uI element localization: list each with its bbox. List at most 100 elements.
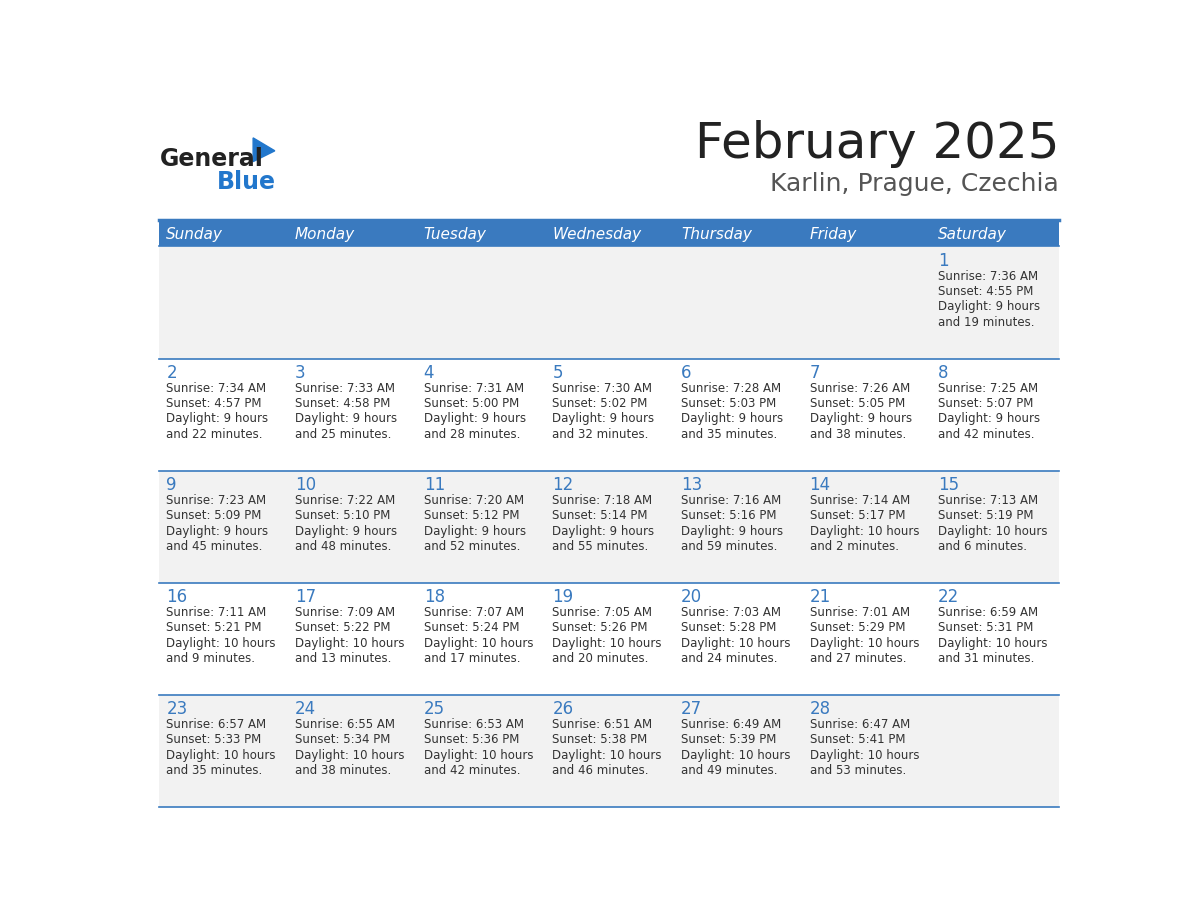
Bar [158, 695, 1060, 807]
Text: and 19 minutes.: and 19 minutes. [939, 316, 1035, 329]
Text: 18: 18 [424, 588, 444, 606]
Text: Sunrise: 7:20 AM: Sunrise: 7:20 AM [424, 494, 524, 507]
Text: 20: 20 [681, 588, 702, 606]
Text: Sunrise: 7:36 AM: Sunrise: 7:36 AM [939, 270, 1038, 283]
Text: February 2025: February 2025 [695, 120, 1060, 168]
Text: and 32 minutes.: and 32 minutes. [552, 428, 649, 441]
Text: 6: 6 [681, 364, 691, 382]
Text: Monday: Monday [295, 227, 355, 241]
Bar [158, 359, 1060, 471]
Text: Daylight: 10 hours: Daylight: 10 hours [552, 749, 662, 762]
Text: Sunset: 5:00 PM: Sunset: 5:00 PM [424, 397, 519, 410]
Text: and 45 minutes.: and 45 minutes. [166, 540, 263, 553]
Text: Sunset: 5:19 PM: Sunset: 5:19 PM [939, 509, 1034, 522]
Text: Daylight: 10 hours: Daylight: 10 hours [166, 749, 276, 762]
Text: 10: 10 [295, 476, 316, 494]
Text: Daylight: 9 hours: Daylight: 9 hours [552, 412, 655, 425]
Text: Daylight: 9 hours: Daylight: 9 hours [552, 524, 655, 538]
Text: Sunrise: 6:55 AM: Sunrise: 6:55 AM [295, 718, 394, 731]
Text: 12: 12 [552, 476, 574, 494]
Text: 16: 16 [166, 588, 188, 606]
Text: Daylight: 9 hours: Daylight: 9 hours [424, 524, 526, 538]
Text: Daylight: 9 hours: Daylight: 9 hours [295, 412, 397, 425]
Text: 15: 15 [939, 476, 960, 494]
Text: 19: 19 [552, 588, 574, 606]
Text: Daylight: 10 hours: Daylight: 10 hours [424, 637, 533, 650]
Text: Sunset: 5:02 PM: Sunset: 5:02 PM [552, 397, 647, 410]
Text: Daylight: 10 hours: Daylight: 10 hours [681, 749, 790, 762]
Text: Sunrise: 7:25 AM: Sunrise: 7:25 AM [939, 382, 1038, 395]
Text: Wednesday: Wednesday [552, 227, 642, 241]
Text: Daylight: 10 hours: Daylight: 10 hours [424, 749, 533, 762]
Text: 8: 8 [939, 364, 949, 382]
Text: 25: 25 [424, 700, 444, 718]
Text: and 46 minutes.: and 46 minutes. [552, 764, 649, 778]
Text: and 38 minutes.: and 38 minutes. [295, 764, 391, 778]
Text: Sunset: 4:55 PM: Sunset: 4:55 PM [939, 285, 1034, 298]
Text: Sunrise: 7:34 AM: Sunrise: 7:34 AM [166, 382, 266, 395]
Text: Daylight: 9 hours: Daylight: 9 hours [939, 300, 1041, 313]
Text: Sunset: 4:57 PM: Sunset: 4:57 PM [166, 397, 261, 410]
Text: Daylight: 9 hours: Daylight: 9 hours [681, 412, 783, 425]
Text: Sunset: 5:39 PM: Sunset: 5:39 PM [681, 733, 776, 746]
Text: Sunset: 5:14 PM: Sunset: 5:14 PM [552, 509, 647, 522]
Text: Daylight: 9 hours: Daylight: 9 hours [166, 524, 268, 538]
Text: Blue: Blue [216, 170, 276, 195]
Text: and 35 minutes.: and 35 minutes. [681, 428, 777, 441]
Text: Daylight: 9 hours: Daylight: 9 hours [809, 412, 911, 425]
Text: Daylight: 10 hours: Daylight: 10 hours [295, 749, 404, 762]
Text: Daylight: 10 hours: Daylight: 10 hours [552, 637, 662, 650]
Text: Sunset: 5:22 PM: Sunset: 5:22 PM [295, 621, 391, 634]
Text: and 31 minutes.: and 31 minutes. [939, 652, 1035, 665]
Text: Sunrise: 7:28 AM: Sunrise: 7:28 AM [681, 382, 781, 395]
Bar [158, 246, 1060, 359]
Text: Sunset: 5:33 PM: Sunset: 5:33 PM [166, 733, 261, 746]
Text: and 28 minutes.: and 28 minutes. [424, 428, 520, 441]
Text: 9: 9 [166, 476, 177, 494]
Text: and 9 minutes.: and 9 minutes. [166, 652, 255, 665]
Text: 5: 5 [552, 364, 563, 382]
Polygon shape [253, 138, 274, 162]
Text: 11: 11 [424, 476, 444, 494]
Text: Sunrise: 6:59 AM: Sunrise: 6:59 AM [939, 606, 1038, 619]
Text: 24: 24 [295, 700, 316, 718]
Text: Daylight: 9 hours: Daylight: 9 hours [424, 412, 526, 425]
Text: 3: 3 [295, 364, 305, 382]
Text: Sunset: 5:16 PM: Sunset: 5:16 PM [681, 509, 777, 522]
Text: Daylight: 10 hours: Daylight: 10 hours [809, 524, 920, 538]
Text: Sunset: 5:09 PM: Sunset: 5:09 PM [166, 509, 261, 522]
Text: Daylight: 9 hours: Daylight: 9 hours [939, 412, 1041, 425]
Text: and 24 minutes.: and 24 minutes. [681, 652, 777, 665]
Text: Sunrise: 7:13 AM: Sunrise: 7:13 AM [939, 494, 1038, 507]
Text: Sunset: 5:17 PM: Sunset: 5:17 PM [809, 509, 905, 522]
Text: Sunrise: 7:31 AM: Sunrise: 7:31 AM [424, 382, 524, 395]
Text: and 13 minutes.: and 13 minutes. [295, 652, 391, 665]
Text: and 55 minutes.: and 55 minutes. [552, 540, 649, 553]
Text: Sunrise: 7:05 AM: Sunrise: 7:05 AM [552, 606, 652, 619]
Text: Sunrise: 7:22 AM: Sunrise: 7:22 AM [295, 494, 396, 507]
Text: General: General [160, 147, 264, 171]
Text: Friday: Friday [809, 227, 857, 241]
Text: Sunrise: 7:03 AM: Sunrise: 7:03 AM [681, 606, 781, 619]
Text: Sunset: 5:07 PM: Sunset: 5:07 PM [939, 397, 1034, 410]
Text: Sunrise: 7:23 AM: Sunrise: 7:23 AM [166, 494, 266, 507]
Text: Daylight: 10 hours: Daylight: 10 hours [166, 637, 276, 650]
Text: Sunset: 5:28 PM: Sunset: 5:28 PM [681, 621, 776, 634]
Text: 13: 13 [681, 476, 702, 494]
Text: Daylight: 9 hours: Daylight: 9 hours [295, 524, 397, 538]
Bar [158, 222, 1060, 246]
Text: Sunrise: 7:07 AM: Sunrise: 7:07 AM [424, 606, 524, 619]
Text: Daylight: 10 hours: Daylight: 10 hours [809, 637, 920, 650]
Text: 7: 7 [809, 364, 820, 382]
Text: and 22 minutes.: and 22 minutes. [166, 428, 263, 441]
Text: and 49 minutes.: and 49 minutes. [681, 764, 777, 778]
Text: Daylight: 10 hours: Daylight: 10 hours [295, 637, 404, 650]
Text: Sunset: 5:12 PM: Sunset: 5:12 PM [424, 509, 519, 522]
Text: Sunset: 4:58 PM: Sunset: 4:58 PM [295, 397, 391, 410]
Text: Sunday: Sunday [166, 227, 223, 241]
Bar [158, 583, 1060, 695]
Text: 22: 22 [939, 588, 960, 606]
Text: Tuesday: Tuesday [424, 227, 487, 241]
Text: 17: 17 [295, 588, 316, 606]
Text: and 42 minutes.: and 42 minutes. [424, 764, 520, 778]
